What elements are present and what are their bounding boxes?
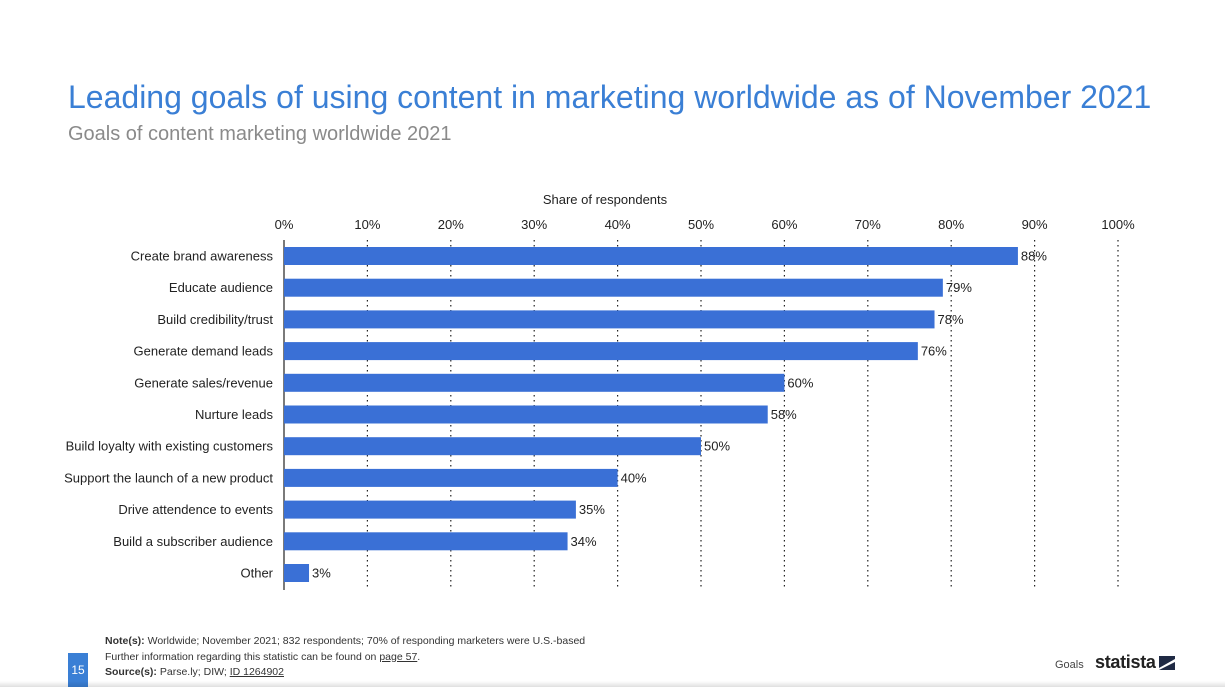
- x-tick-label: 100%: [1101, 217, 1135, 232]
- bar: [284, 342, 918, 361]
- x-tick-label: 10%: [354, 217, 380, 232]
- source-text: Parse.ly; DIW;: [159, 666, 227, 678]
- category-label: Generate sales/revenue: [134, 375, 273, 390]
- category-label: Build a subscriber audience: [113, 534, 273, 549]
- bar-chart: Share of respondents 0% 10% 20% 30% 40% 50% 60…: [64, 192, 1135, 590]
- x-tick-label: 80%: [938, 217, 964, 232]
- x-tick-label: 30%: [521, 217, 547, 232]
- x-tick-label: 70%: [855, 217, 881, 232]
- further-info-text: Further information regarding this stati…: [105, 650, 377, 663]
- category-label: Other: [240, 566, 273, 581]
- category-label: Drive attendence to events: [118, 502, 273, 517]
- source-id-link[interactable]: ID 1264902: [229, 666, 284, 678]
- further-info-link[interactable]: page 57: [379, 650, 418, 663]
- page-subtitle: Goals of content marketing worldwide 202…: [68, 123, 452, 145]
- bottom-shadow: [0, 681, 1225, 687]
- logo-text: statista: [1095, 652, 1156, 672]
- x-tick-label: 40%: [605, 217, 631, 232]
- bar: [284, 468, 618, 487]
- value-label: 35%: [579, 502, 605, 517]
- bar: [284, 437, 701, 456]
- statista-logo: statista: [1095, 652, 1175, 673]
- bar: [284, 500, 576, 519]
- page-number-badge: 15: [68, 653, 88, 687]
- category-label: Educate audience: [169, 280, 273, 295]
- notes-label: Note(s):: [105, 635, 145, 647]
- x-tick-label: 60%: [771, 217, 797, 232]
- value-label: 34%: [571, 534, 597, 549]
- notes-text: Worldwide; November 2021; 832 respondent…: [147, 635, 586, 647]
- bar: [284, 247, 1018, 265]
- chart-notes: Note(s): Worldwide; November 2021; 832 r…: [105, 634, 585, 681]
- source-label: Source(s):: [105, 666, 157, 678]
- value-label: 78%: [938, 312, 964, 327]
- value-label: 3%: [312, 566, 331, 581]
- page-title: Leading goals of using content in market…: [68, 79, 1152, 115]
- bar: [284, 405, 768, 424]
- value-label: 58%: [771, 407, 797, 422]
- category-label: Build credibility/trust: [157, 312, 273, 327]
- statista-logo-icon: [1158, 655, 1175, 670]
- x-axis-title: Share of respondents: [543, 192, 668, 207]
- section-label: Goals: [1055, 659, 1084, 671]
- value-label: 76%: [921, 344, 947, 359]
- value-label: 60%: [787, 375, 813, 390]
- further-info-end: .: [417, 650, 421, 663]
- bar: [284, 310, 935, 329]
- x-tick-label: 50%: [688, 217, 714, 232]
- category-label: Generate demand leads: [134, 344, 274, 359]
- category-label: Create brand awareness: [131, 249, 274, 264]
- bar: [284, 564, 310, 582]
- x-tick-label: 90%: [1022, 217, 1048, 232]
- value-label: 88%: [1021, 249, 1047, 264]
- value-label: 50%: [704, 439, 730, 454]
- bar: [284, 373, 785, 392]
- x-tick-label: 0%: [275, 217, 294, 232]
- category-label: Support the launch of a new product: [64, 470, 273, 485]
- bar: [284, 278, 943, 297]
- value-label: 40%: [621, 470, 647, 485]
- bar: [284, 532, 568, 551]
- category-label: Build loyalty with existing customers: [66, 439, 274, 454]
- x-tick-label: 20%: [438, 217, 464, 232]
- category-label: Nurture leads: [195, 407, 274, 422]
- value-label: 79%: [946, 280, 972, 295]
